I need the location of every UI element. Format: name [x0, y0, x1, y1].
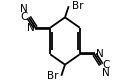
- Text: N: N: [20, 4, 28, 14]
- Text: C: C: [102, 60, 110, 70]
- Text: Br: Br: [72, 0, 83, 10]
- Text: N: N: [102, 68, 110, 78]
- Text: C: C: [20, 12, 28, 22]
- Text: N: N: [96, 49, 103, 59]
- Text: Br: Br: [47, 72, 58, 82]
- Text: N: N: [27, 23, 34, 33]
